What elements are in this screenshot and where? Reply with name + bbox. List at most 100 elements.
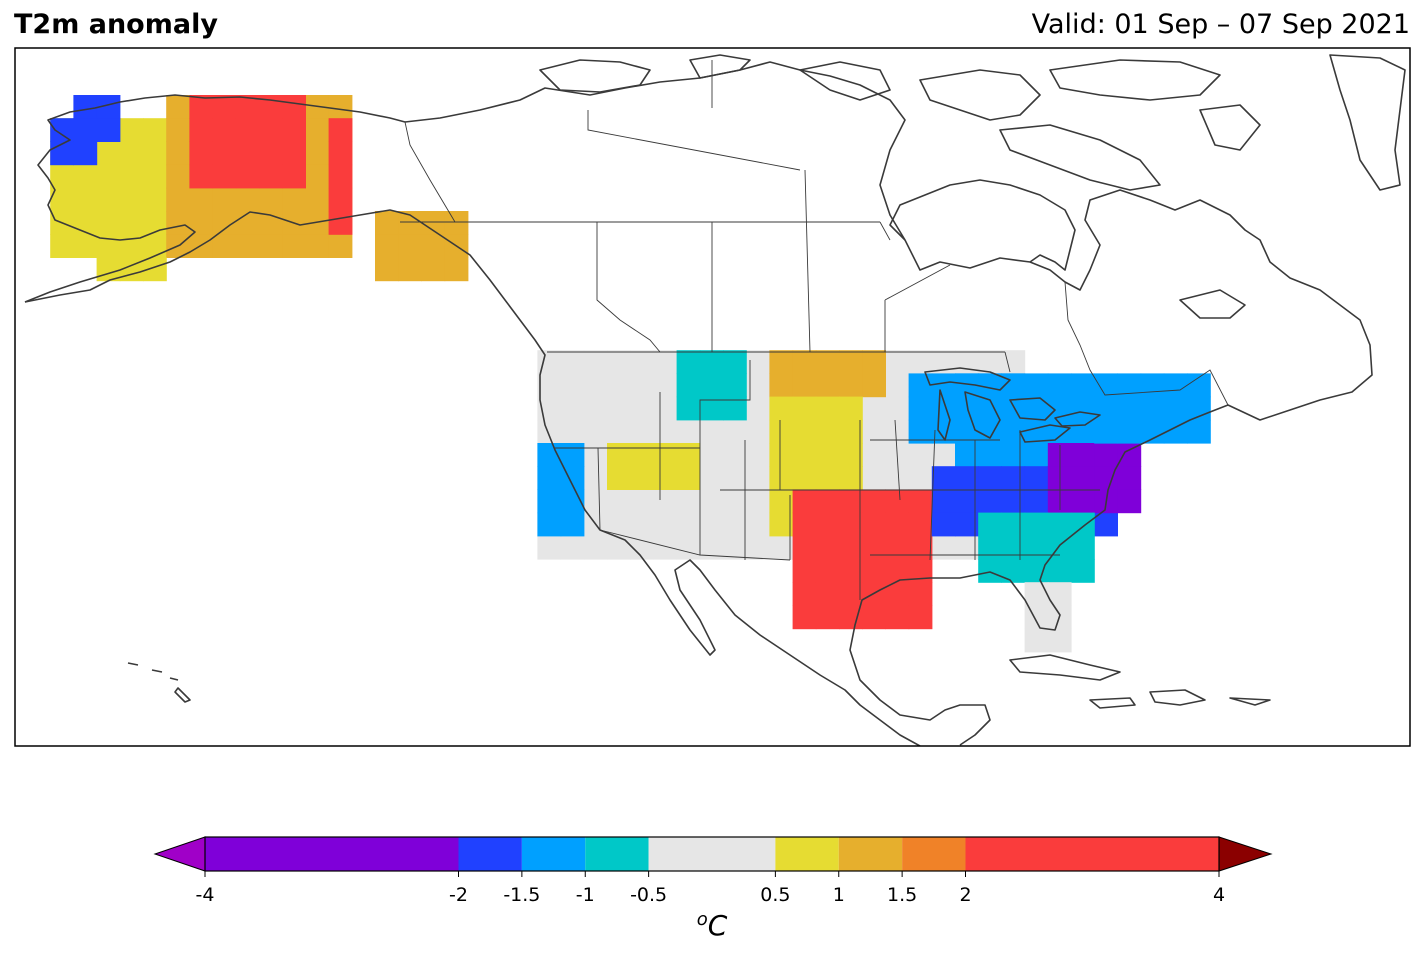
anomaly-cell: [839, 605, 863, 630]
anomaly-cell: [1024, 466, 1049, 490]
anomaly-cell: [1024, 419, 1049, 444]
anomaly-cell: [537, 350, 562, 374]
anomaly-cell: [73, 234, 98, 258]
anomaly-cell: [630, 373, 654, 398]
anomaly-cell: [583, 443, 608, 467]
anomaly-cell: [839, 535, 863, 560]
anomaly-cell: [885, 535, 910, 560]
anomaly-cell: [1094, 466, 1118, 490]
anomaly-cell: [955, 466, 979, 490]
anomaly-cell: [885, 512, 910, 537]
anomaly-cell: [746, 396, 770, 421]
anomaly-cell: [862, 373, 886, 398]
anomaly-cell: [839, 466, 863, 490]
anomaly-cell: [305, 187, 330, 212]
anomaly-cell: [1163, 373, 1188, 398]
anomaly-cell: [653, 443, 678, 467]
anomaly-cell: [931, 489, 956, 514]
anomaly-cell: [560, 443, 585, 467]
anomaly-cell: [607, 396, 631, 421]
anomaly-cell: [653, 350, 678, 374]
anomaly-cell: [978, 512, 1002, 537]
anomaly-cell: [537, 466, 562, 490]
anomaly-cell: [908, 605, 933, 630]
anomaly-cell: [259, 141, 283, 166]
anomaly-cell: [537, 489, 562, 514]
anomaly-cell: [769, 512, 794, 537]
anomaly-cell: [375, 234, 399, 258]
anomaly-cell: [119, 211, 144, 235]
anomaly-cell: [931, 443, 956, 467]
anomaly-cell: [607, 512, 631, 537]
anomaly-cell: [676, 512, 701, 537]
anomaly-cell: [931, 512, 956, 537]
anomaly-cell: [282, 234, 306, 258]
coastlines: [24, 54, 1406, 746]
anomaly-cell: [1024, 559, 1049, 583]
anomaly-cell: [862, 466, 886, 490]
anomaly-cell: [1071, 373, 1095, 398]
anomaly-cell: [815, 512, 840, 537]
anomaly-cell: [792, 489, 817, 514]
anomaly-cell: [119, 187, 144, 212]
political-borders: [400, 60, 1229, 600]
colorbar-tick-label: 1: [833, 884, 845, 906]
colorbar-tick-label: -0.5: [630, 884, 667, 906]
anomaly-cell: [792, 605, 817, 630]
anomaly-cell: [119, 141, 144, 166]
anomaly-cell: [96, 211, 121, 235]
anomaly-cell: [699, 373, 724, 398]
anomaly-cell: [73, 187, 98, 212]
anomaly-cell: [1187, 373, 1211, 398]
anomaly-cell: [1117, 443, 1142, 467]
anomaly-cell: [421, 234, 446, 258]
anomaly-cell: [73, 118, 98, 142]
anomaly-cell: [839, 559, 863, 583]
valid-period: Valid: 01 Sep – 07 Sep 2021: [1031, 9, 1410, 40]
anomaly-cell: [398, 234, 422, 258]
anomaly-cell: [166, 95, 190, 119]
anomaly-cell: [398, 257, 422, 282]
anomaly-cell: [143, 211, 167, 235]
anomaly-cell: [143, 187, 167, 212]
anomaly-cell: [421, 257, 446, 282]
anomaly-cell: [839, 443, 863, 467]
colorbar-bin: [965, 837, 1219, 871]
anomaly-cell: [1117, 466, 1142, 490]
anomaly-cell: [96, 164, 121, 189]
anomaly-cell: [1024, 373, 1049, 398]
anomaly-cell: [1024, 512, 1049, 537]
anomaly-cell: [931, 396, 956, 421]
anomaly-cell: [282, 141, 306, 166]
anomaly-cell: [50, 234, 74, 258]
anomaly-cell: [235, 234, 260, 258]
anomaly-cell: [908, 350, 933, 374]
anomaly-cell: [885, 350, 910, 374]
anomaly-cell: [96, 141, 121, 166]
anomaly-cell: [1047, 628, 1072, 653]
anomaly-cell: [955, 512, 979, 537]
anomaly-cell: [1001, 559, 1026, 583]
anomaly-cell: [885, 605, 910, 630]
anomaly-cell: [143, 234, 167, 258]
anomaly-cell: [931, 535, 956, 560]
anomaly-cell: [1024, 535, 1049, 560]
anomaly-cell: [73, 211, 98, 235]
anomaly-cell: [1094, 419, 1118, 444]
anomaly-cell: [607, 489, 631, 514]
anomaly-cell: [212, 118, 237, 142]
anomaly-cell: [630, 466, 654, 490]
anomaly-cell: [189, 187, 214, 212]
anomaly-cell: [978, 559, 1002, 583]
anomaly-cell: [862, 419, 886, 444]
anomaly-cell: [1117, 419, 1142, 444]
anomaly-cell: [398, 211, 422, 235]
colorbar-tick-label: 0.5: [760, 884, 790, 906]
anomaly-cell: [1140, 396, 1165, 421]
anomaly-cell: [189, 95, 214, 119]
anomaly-cell: [653, 419, 678, 444]
anomaly-cell: [305, 118, 330, 142]
anomaly-cell: [282, 95, 306, 119]
anomaly-cell: [560, 373, 585, 398]
anomaly-cell: [1001, 512, 1026, 537]
